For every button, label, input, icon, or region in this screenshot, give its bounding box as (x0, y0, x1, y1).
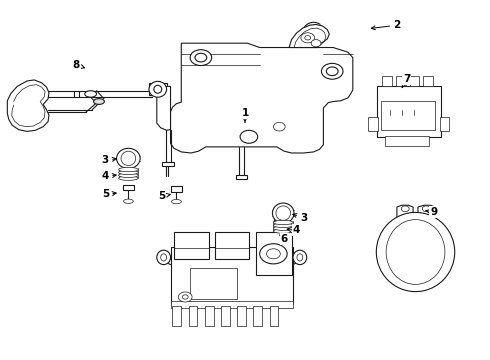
Bar (423, 76, 433, 86)
Ellipse shape (311, 40, 321, 47)
Ellipse shape (273, 223, 293, 228)
Bar (382, 76, 392, 86)
Ellipse shape (119, 170, 138, 175)
Bar (274, 217, 282, 221)
Ellipse shape (182, 295, 188, 299)
Bar (215, 232, 249, 259)
Ellipse shape (297, 254, 303, 261)
Bar (149, 83, 167, 95)
Polygon shape (7, 80, 49, 131)
Ellipse shape (123, 199, 133, 203)
Bar (162, 162, 174, 166)
Ellipse shape (267, 249, 280, 259)
Bar (381, 101, 435, 130)
Ellipse shape (240, 130, 258, 143)
Bar (122, 185, 134, 190)
Bar (237, 306, 246, 326)
Text: 9: 9 (426, 207, 437, 217)
Bar (410, 76, 419, 86)
Text: 5: 5 (102, 189, 116, 199)
Bar (172, 306, 181, 326)
Ellipse shape (376, 212, 455, 292)
Ellipse shape (149, 81, 167, 97)
Ellipse shape (119, 173, 138, 177)
Ellipse shape (293, 250, 307, 265)
Ellipse shape (157, 250, 171, 265)
Bar (385, 136, 429, 146)
Ellipse shape (85, 91, 97, 97)
Ellipse shape (273, 226, 293, 230)
Ellipse shape (305, 36, 311, 40)
Bar (440, 117, 449, 131)
Ellipse shape (195, 53, 207, 62)
Bar (377, 86, 441, 137)
Text: 7: 7 (402, 74, 411, 88)
Ellipse shape (172, 199, 181, 204)
Bar (270, 306, 278, 326)
Ellipse shape (94, 99, 104, 104)
Bar (189, 306, 197, 326)
Bar (236, 175, 247, 179)
Ellipse shape (301, 33, 315, 43)
Bar (171, 247, 293, 304)
Ellipse shape (326, 67, 338, 76)
Polygon shape (272, 230, 284, 239)
Bar (256, 232, 292, 275)
Ellipse shape (273, 220, 293, 225)
Bar (171, 301, 293, 308)
Text: 2: 2 (371, 20, 400, 30)
Text: 5: 5 (158, 191, 170, 201)
Text: 1: 1 (242, 108, 248, 122)
Ellipse shape (260, 244, 287, 264)
Polygon shape (171, 43, 353, 153)
Ellipse shape (119, 176, 138, 180)
Ellipse shape (121, 151, 136, 166)
Bar (171, 186, 182, 192)
Ellipse shape (272, 203, 294, 223)
Text: 4: 4 (101, 171, 116, 181)
Ellipse shape (386, 220, 445, 284)
Text: 6: 6 (279, 234, 288, 244)
Bar (368, 117, 378, 131)
Ellipse shape (273, 122, 285, 131)
Bar (253, 306, 262, 326)
Ellipse shape (273, 229, 293, 233)
Ellipse shape (422, 206, 430, 212)
Bar (396, 76, 406, 86)
Ellipse shape (276, 206, 291, 220)
Bar (221, 306, 230, 326)
Text: 8: 8 (73, 60, 85, 70)
Bar (174, 232, 209, 259)
Text: 3: 3 (102, 155, 116, 165)
Ellipse shape (190, 50, 212, 66)
Ellipse shape (119, 167, 138, 172)
Ellipse shape (401, 206, 409, 212)
Ellipse shape (178, 292, 192, 302)
Ellipse shape (154, 85, 162, 93)
Text: 4: 4 (287, 225, 300, 235)
Bar (205, 306, 214, 326)
Ellipse shape (161, 254, 167, 261)
Polygon shape (157, 86, 171, 130)
Polygon shape (289, 24, 329, 48)
Ellipse shape (321, 63, 343, 79)
Bar (190, 268, 237, 299)
Ellipse shape (117, 148, 140, 168)
Text: 3: 3 (293, 213, 307, 223)
